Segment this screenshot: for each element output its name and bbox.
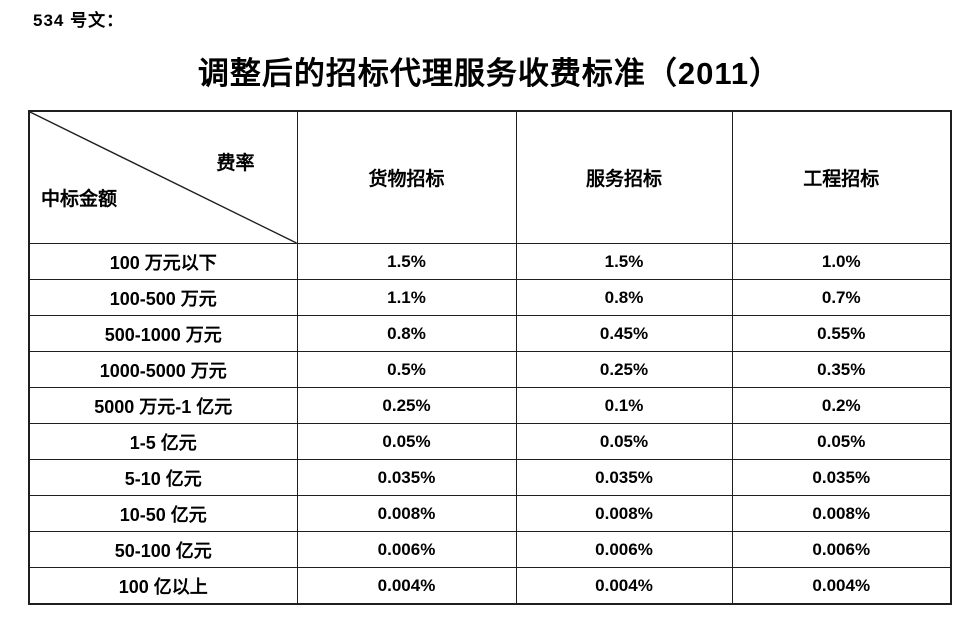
row-label: 10-50 亿元: [28, 495, 298, 532]
table-row: 10-50 亿元 0.008% 0.008% 0.008%: [28, 495, 952, 532]
rate-cell: 0.05%: [731, 423, 952, 460]
corner-header-cell: 费率 中标金额: [28, 110, 298, 244]
rate-cell: 0.008%: [731, 495, 952, 532]
corner-label-rate: 费率: [216, 153, 255, 174]
row-label: 5-10 亿元: [28, 459, 298, 496]
rate-cell: 1.1%: [296, 279, 517, 316]
row-label: 100 万元以下: [28, 243, 298, 280]
doc-title: 调整后的招标代理服务收费标准（2011）: [197, 56, 782, 91]
rate-cell: 1.5%: [515, 243, 733, 280]
row-label: 100 亿以上: [28, 567, 298, 605]
row-label: 5000 万元-1 亿元: [28, 387, 298, 424]
rate-cell: 0.1%: [515, 387, 733, 424]
rate-cell: 0.004%: [731, 567, 952, 605]
rate-cell: 0.035%: [296, 459, 517, 496]
diagonal-divider: [30, 112, 297, 243]
rate-cell: 0.008%: [515, 495, 733, 532]
table-row: 100 亿以上 0.004% 0.004% 0.004%: [28, 567, 952, 605]
rate-cell: 0.2%: [731, 387, 952, 424]
rate-cell: 0.55%: [731, 315, 952, 352]
rate-cell: 1.0%: [731, 243, 952, 280]
rate-cell: 0.45%: [515, 315, 733, 352]
rate-cell: 0.8%: [515, 279, 733, 316]
table-row: 1000-5000 万元 0.5% 0.25% 0.35%: [28, 351, 952, 388]
row-label: 50-100 亿元: [28, 531, 298, 568]
rate-cell: 0.7%: [731, 279, 952, 316]
table-row: 100 万元以下 1.5% 1.5% 1.0%: [28, 243, 952, 280]
rate-cell: 0.035%: [515, 459, 733, 496]
rate-cell: 0.004%: [515, 567, 733, 605]
rate-cell: 0.05%: [296, 423, 517, 460]
table-row: 5-10 亿元 0.035% 0.035% 0.035%: [28, 459, 952, 496]
row-label: 1-5 亿元: [28, 423, 298, 460]
table-row: 500-1000 万元 0.8% 0.45% 0.55%: [28, 315, 952, 352]
row-label: 500-1000 万元: [28, 315, 298, 352]
rate-cell: 0.006%: [296, 531, 517, 568]
rate-cell: 1.5%: [296, 243, 517, 280]
corner-label-bid-amount: 中标金额: [41, 189, 118, 210]
rate-cell: 0.004%: [296, 567, 517, 605]
row-label: 100-500 万元: [28, 279, 298, 316]
column-header-service-tender: 服务招标: [515, 110, 733, 244]
rate-cell: 0.25%: [515, 351, 733, 388]
table-row: 100-500 万元 1.1% 0.8% 0.7%: [28, 279, 952, 316]
doc-number-note: 534 号文：: [33, 11, 125, 30]
table-row: 1-5 亿元 0.05% 0.05% 0.05%: [28, 423, 952, 460]
column-header-engineering-tender: 工程招标: [731, 110, 952, 244]
rate-cell: 0.8%: [296, 315, 517, 352]
table-row: 5000 万元-1 亿元 0.25% 0.1% 0.2%: [28, 387, 952, 424]
rate-cell: 0.25%: [296, 387, 517, 424]
corner-header-inner: 费率 中标金额: [30, 112, 297, 243]
rate-cell: 0.008%: [296, 495, 517, 532]
table-header-row: 费率 中标金额 货物招标 服务招标 工程招标: [28, 110, 952, 244]
rate-cell: 0.35%: [731, 351, 952, 388]
rate-cell: 0.006%: [731, 531, 952, 568]
rate-cell: 0.5%: [296, 351, 517, 388]
rate-cell: 0.006%: [515, 531, 733, 568]
rate-cell: 0.035%: [731, 459, 952, 496]
column-header-goods-tender: 货物招标: [296, 110, 517, 244]
rate-cell: 0.05%: [515, 423, 733, 460]
fee-table: 费率 中标金额 货物招标 服务招标 工程招标 100 万元以下 1.5% 1.5…: [28, 110, 952, 605]
table-row: 50-100 亿元 0.006% 0.006% 0.006%: [28, 531, 952, 568]
row-label: 1000-5000 万元: [28, 351, 298, 388]
